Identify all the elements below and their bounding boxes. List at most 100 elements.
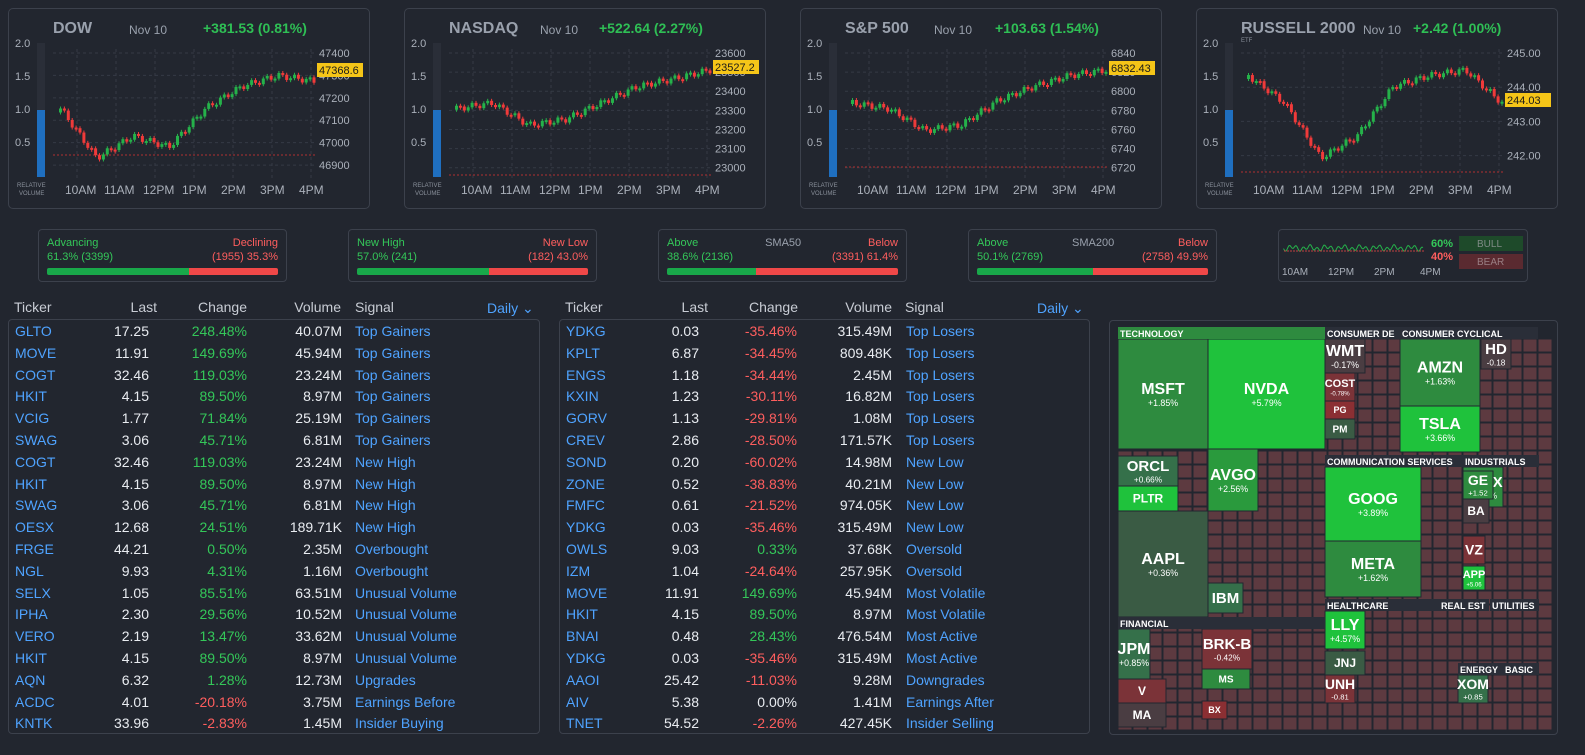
ticker-link[interactable]: AAOI: [566, 671, 600, 688]
ticker-link[interactable]: KNTK: [15, 715, 53, 732]
table-row[interactable]: YDKG 0.03 -35.46% 315.49M Most Active: [560, 647, 1089, 669]
col-signal[interactable]: Signal: [905, 299, 944, 315]
ticker-link[interactable]: KXIN: [566, 388, 599, 405]
signal-link[interactable]: Top Losers: [906, 366, 975, 383]
table-row[interactable]: VCIG 1.77 71.84% 25.19M Top Gainers: [9, 407, 539, 429]
col-last[interactable]: Last: [130, 299, 157, 315]
heatmap-canvas[interactable]: MSFT+1.85% NVDA+5.79% AAPL+0.36% ORCL+0.66%…: [1110, 321, 1558, 735]
signal-link[interactable]: New High: [355, 497, 416, 514]
ticker-link[interactable]: HKIT: [15, 475, 47, 492]
breadth-box-3[interactable]: Above SMA200 Below 50.1% (2769) (2758) 49.9%: [968, 229, 1217, 282]
ticker-link[interactable]: ACDC: [15, 693, 55, 710]
ticker-link[interactable]: GORV: [566, 410, 607, 427]
index-card-3[interactable]: RUSSELL 2000 Nov 10 +2.42 (1.00%) 2.0 1.5 1.0…: [1196, 8, 1558, 209]
table-row[interactable]: MOVE 11.91 149.69% 45.94M Top Gainers: [9, 342, 539, 364]
table-row[interactable]: KXIN 1.23 -30.11% 16.82M Top Losers: [560, 385, 1089, 407]
signal-link[interactable]: Unusual Volume: [355, 628, 457, 645]
table-row[interactable]: SWAG 3.06 45.71% 6.81M Top Gainers: [9, 429, 539, 451]
signal-link[interactable]: Most Volatile: [906, 584, 986, 601]
ticker-link[interactable]: IPHA: [15, 606, 48, 623]
table-row[interactable]: COGT 32.46 119.03% 23.24M New High: [9, 451, 539, 473]
table-row[interactable]: FRGE 44.21 0.50% 2.35M Overbought: [9, 538, 539, 560]
ticker-link[interactable]: ENGS: [566, 366, 606, 383]
col-ticker[interactable]: Ticker: [565, 299, 603, 315]
ticker-link[interactable]: OWLS: [566, 541, 608, 557]
sector-heatmap[interactable]: MSFT +1.85% NVDA +5.79% AAPL +0.36% ORCL +0.66%…: [1109, 320, 1558, 735]
col-change[interactable]: Change: [197, 299, 247, 315]
table-row[interactable]: BNAI 0.48 28.43% 476.54M Most Active: [560, 625, 1089, 647]
signal-link[interactable]: Insider Selling: [906, 715, 994, 732]
ticker-link[interactable]: HKIT: [15, 388, 47, 405]
signal-link[interactable]: New High: [355, 475, 416, 492]
signal-link[interactable]: Unusual Volume: [355, 650, 457, 666]
signal-link[interactable]: Earnings Before: [355, 693, 456, 710]
col-signal[interactable]: Signal: [355, 299, 394, 315]
table-row[interactable]: SOND 0.20 -60.02% 14.98M New Low: [560, 451, 1089, 473]
table-row[interactable]: KNTK 33.96 -2.83% 1.45M Insider Buying: [9, 712, 539, 734]
ticker-link[interactable]: VCIG: [15, 410, 50, 427]
ticker-link[interactable]: SELX: [15, 584, 51, 601]
index-card-1[interactable]: NASDAQ Nov 10 +522.64 (2.27%) 2.0 1.5 1.0 0.5 R…: [404, 8, 766, 209]
signal-link[interactable]: Top Losers: [906, 388, 975, 405]
ticker-link[interactable]: FMFC: [566, 497, 605, 514]
signal-link[interactable]: Most Active: [906, 650, 978, 666]
table-row[interactable]: OWLS 9.03 0.33% 37.68K Oversold: [560, 538, 1089, 560]
table-row[interactable]: GORV 1.13 -29.81% 1.08M Top Losers: [560, 407, 1089, 429]
signal-link[interactable]: Top Losers: [906, 323, 975, 339]
ticker-link[interactable]: VERO: [15, 628, 55, 645]
col-volume[interactable]: Volume: [294, 299, 341, 315]
ticker-link[interactable]: SOND: [566, 453, 607, 470]
table-row[interactable]: SWAG 3.06 45.71% 6.81M New High: [9, 494, 539, 516]
ticker-link[interactable]: AQN: [15, 671, 46, 688]
signal-link[interactable]: New Low: [906, 497, 964, 514]
ticker-link[interactable]: MOVE: [15, 344, 57, 361]
table-row[interactable]: FMFC 0.61 -21.52% 974.05K New Low: [560, 494, 1089, 516]
table-row[interactable]: IZM 1.04 -24.64% 257.95K Oversold: [560, 560, 1089, 582]
ticker-link[interactable]: BNAI: [566, 628, 599, 645]
table-row[interactable]: KPLT 6.87 -34.45% 809.48K Top Losers: [560, 342, 1089, 364]
index-card-0[interactable]: DOW Nov 10 +381.53 (0.81%) 2.0 1.5 1.0 0.5 RELA…: [8, 8, 370, 209]
table-row[interactable]: CREV 2.86 -28.50% 171.57K Top Losers: [560, 429, 1089, 451]
table-row[interactable]: VERO 2.19 13.47% 33.62M Unusual Volume: [9, 625, 539, 647]
signal-link[interactable]: Most Volatile: [906, 606, 986, 623]
signal-link[interactable]: Oversold: [906, 562, 963, 579]
signal-link[interactable]: Oversold: [906, 541, 963, 557]
signal-link[interactable]: Upgrades: [355, 671, 416, 688]
signal-link[interactable]: New High: [355, 453, 416, 470]
ticker-link[interactable]: SWAG: [15, 432, 58, 448]
ticker-link[interactable]: IZM: [566, 562, 591, 579]
ticker-link[interactable]: COGT: [15, 366, 56, 383]
table-row[interactable]: SELX 1.05 85.51% 63.51M Unusual Volume: [9, 582, 539, 604]
signal-link[interactable]: Top Gainers: [355, 410, 431, 427]
table-row[interactable]: IPHA 2.30 29.56% 10.52M Unusual Volume: [9, 603, 539, 625]
index-chart[interactable]: 2.01.51.00.5RELATIVEVOLUME68406820680067…: [801, 9, 1163, 210]
index-chart[interactable]: 2.01.51.00.5RELATIVEVOLUME23600235002340…: [405, 9, 767, 210]
breadth-box-2[interactable]: Above SMA50 Below 38.6% (2136) (3391) 61.4%: [658, 229, 907, 282]
table-row[interactable]: YDKG 0.03 -35.46% 315.49M New Low: [560, 516, 1089, 538]
table-row[interactable]: HKIT 4.15 89.50% 8.97M Unusual Volume: [9, 647, 539, 669]
table-row[interactable]: HKIT 4.15 89.50% 8.97M New High: [9, 473, 539, 495]
ticker-link[interactable]: CREV: [566, 432, 605, 448]
table-row[interactable]: ENGS 1.18 -34.44% 2.45M Top Losers: [560, 364, 1089, 386]
period-select[interactable]: Daily ⌄: [1037, 300, 1084, 317]
signal-link[interactable]: Unusual Volume: [355, 584, 457, 601]
signal-link[interactable]: Top Gainers: [355, 323, 431, 339]
signal-link[interactable]: Top Gainers: [355, 388, 431, 405]
signal-link[interactable]: Unusual Volume: [355, 606, 457, 623]
signal-link[interactable]: Top Losers: [906, 344, 975, 361]
signal-link[interactable]: Top Losers: [906, 432, 975, 448]
signal-link[interactable]: Top Gainers: [355, 432, 431, 448]
ticker-link[interactable]: YDKG: [566, 650, 606, 666]
table-row[interactable]: MOVE 11.91 149.69% 45.94M Most Volatile: [560, 582, 1089, 604]
index-card-2[interactable]: S&P 500 Nov 10 +103.63 (1.54%) 2.0 1.5 1.0 0.5…: [800, 8, 1162, 209]
signal-link[interactable]: Top Gainers: [355, 344, 431, 361]
ticker-link[interactable]: GLTO: [15, 323, 52, 339]
table-row[interactable]: TNET 54.52 -2.26% 427.45K Insider Selling: [560, 712, 1089, 734]
table-row[interactable]: HKIT 4.15 89.50% 8.97M Most Volatile: [560, 603, 1089, 625]
ticker-link[interactable]: KPLT: [566, 344, 600, 361]
ticker-link[interactable]: MOVE: [566, 584, 608, 601]
signal-link[interactable]: Earnings After: [906, 693, 994, 710]
ticker-link[interactable]: OESX: [15, 519, 54, 536]
ticker-link[interactable]: AIV: [566, 693, 589, 710]
table-row[interactable]: AQN 6.32 1.28% 12.73M Upgrades: [9, 669, 539, 691]
